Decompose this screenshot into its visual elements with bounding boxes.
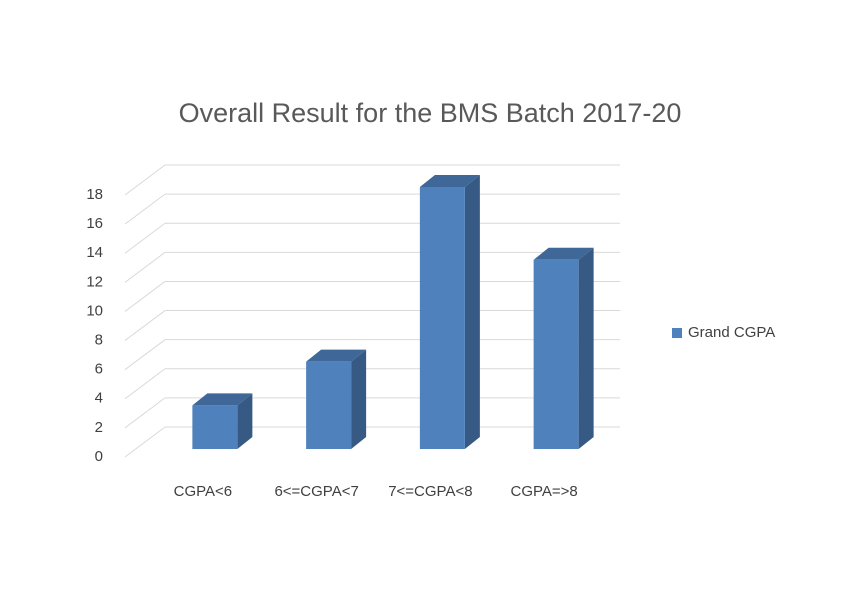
bar-top (306, 349, 367, 362)
bar-top (419, 175, 480, 187)
y-tick-label: 10 (86, 302, 103, 319)
y-tick-label: 2 (95, 419, 103, 436)
bar-top (533, 247, 594, 260)
bar-side (351, 349, 367, 449)
bar (419, 187, 465, 449)
grid-line (124, 222, 166, 254)
y-tick-label: 16 (86, 215, 103, 232)
grid-line (124, 281, 166, 312)
grid-line (124, 164, 166, 196)
y-tick-label: 4 (95, 390, 103, 407)
grid-line (124, 193, 166, 225)
bar-side (464, 175, 480, 449)
bar (533, 259, 579, 449)
legend-label: Grand CGPA (688, 324, 775, 341)
y-tick-label: 14 (86, 244, 103, 261)
grid-line (124, 397, 166, 429)
grid-line (124, 339, 166, 371)
x-tick-label: CGPA=>8 (510, 483, 577, 500)
y-tick-label: 8 (95, 332, 103, 349)
grid-line (124, 251, 166, 283)
y-tick-label: 18 (86, 186, 103, 203)
bar (306, 361, 352, 449)
bar (192, 405, 238, 449)
y-tick-label: 0 (95, 448, 103, 465)
legend-swatch (672, 328, 682, 338)
y-tick-label: 6 (95, 361, 103, 378)
x-tick-label: 7<=CGPA<8 (388, 483, 472, 500)
bar-side (237, 393, 253, 449)
bar-side (578, 247, 594, 449)
grid-line (124, 368, 166, 400)
y-tick-label: 12 (86, 273, 103, 290)
x-tick-label: CGPA<6 (174, 483, 233, 500)
bar-top (192, 393, 253, 406)
x-tick-label: 6<=CGPA<7 (274, 483, 358, 500)
chart-title: Overall Result for the BMS Batch 2017-20 (179, 98, 682, 128)
grid-line (124, 310, 166, 341)
grid-line (124, 426, 166, 458)
